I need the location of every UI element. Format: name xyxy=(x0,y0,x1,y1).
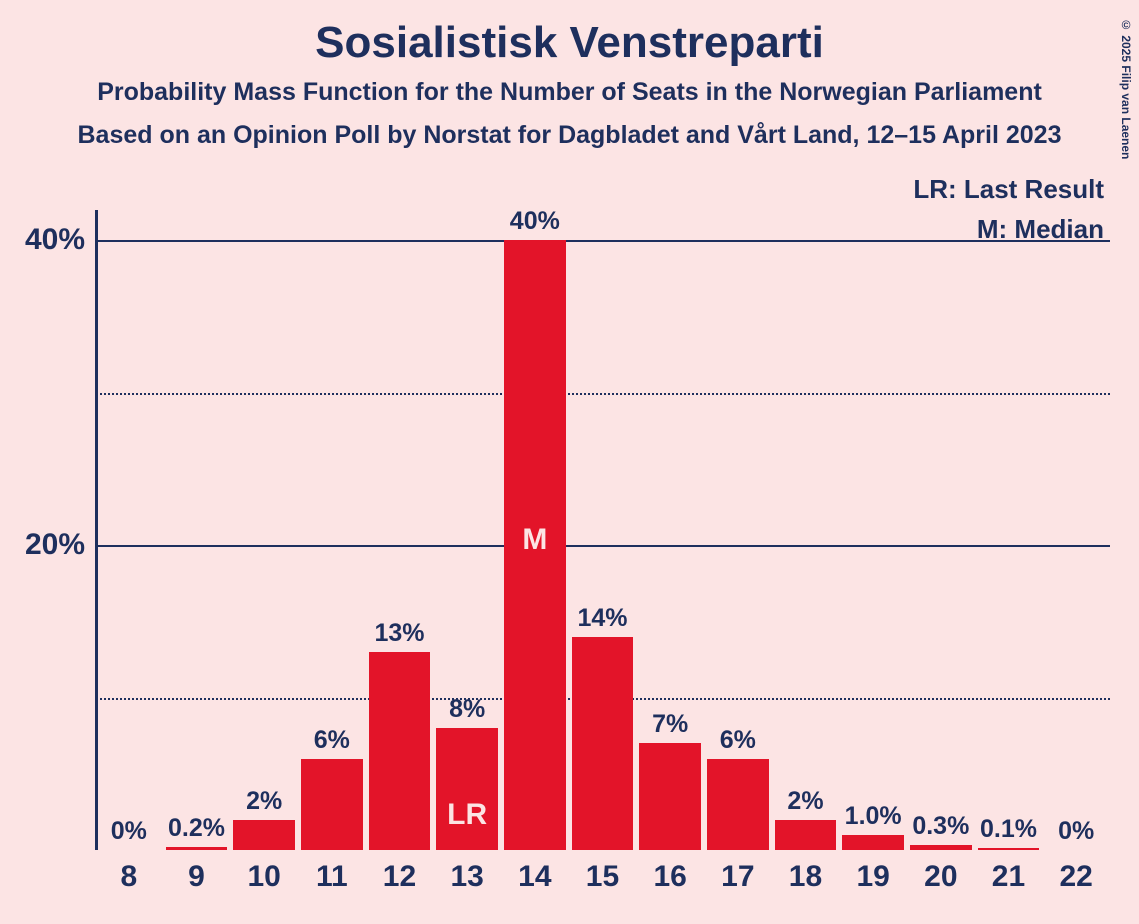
bar-slot: 0%8 xyxy=(95,210,163,850)
x-axis-label: 12 xyxy=(383,860,416,894)
bar-value-label: 0.1% xyxy=(980,815,1037,844)
bar-value-label: 7% xyxy=(652,710,688,739)
bar xyxy=(166,847,228,850)
bar-value-label: 0.3% xyxy=(912,812,969,841)
bar-value-label: 2% xyxy=(787,787,823,816)
bar-slot: 0.2%9 xyxy=(163,210,231,850)
chart-subtitle-2: Based on an Opinion Poll by Norstat for … xyxy=(0,121,1139,150)
chart-title: Sosialistisk Venstreparti xyxy=(0,0,1139,68)
x-axis-label: 21 xyxy=(992,860,1025,894)
bar xyxy=(301,759,363,850)
bar xyxy=(910,845,972,850)
x-axis-label: 8 xyxy=(120,860,137,894)
legend-median: M: Median xyxy=(977,214,1104,245)
x-axis-label: 18 xyxy=(789,860,822,894)
x-axis-label: 20 xyxy=(924,860,957,894)
x-axis-label: 13 xyxy=(450,860,483,894)
x-axis-label: 10 xyxy=(247,860,280,894)
chart-subtitle-1: Probability Mass Function for the Number… xyxy=(0,78,1139,107)
bar xyxy=(978,848,1040,850)
bar xyxy=(842,835,904,850)
bar-slot: 40%M14 xyxy=(501,210,569,850)
bar-slot: 7%16 xyxy=(636,210,704,850)
bar-value-label: 0.2% xyxy=(168,814,225,843)
bar-slot: 8%LR13 xyxy=(433,210,501,850)
x-axis-label: 15 xyxy=(586,860,619,894)
bar-value-label: 2% xyxy=(246,787,282,816)
bar xyxy=(639,743,701,850)
bar-slot: 0%22 xyxy=(1042,210,1110,850)
bar-slot: 0.1%21 xyxy=(975,210,1043,850)
bar-value-label: 6% xyxy=(314,726,350,755)
bar-value-label: 14% xyxy=(577,604,627,633)
bar xyxy=(775,820,837,850)
x-axis-label: 14 xyxy=(518,860,551,894)
bar-value-label: 0% xyxy=(111,817,147,846)
bar-slot: 6%11 xyxy=(298,210,366,850)
y-axis-label: 40% xyxy=(25,223,85,257)
bar-slot: 0.3%20 xyxy=(907,210,975,850)
last-result-marker: LR xyxy=(447,798,487,832)
bar-value-label: 0% xyxy=(1058,817,1094,846)
bar xyxy=(572,637,634,850)
x-axis-label: 9 xyxy=(188,860,205,894)
bar-value-label: 13% xyxy=(374,619,424,648)
bar-slot: 2%10 xyxy=(230,210,298,850)
bar-value-label: 6% xyxy=(720,726,756,755)
copyright-text: © 2025 Filip van Laenen xyxy=(1119,18,1133,159)
bar-slot: 14%15 xyxy=(569,210,637,850)
legend-last-result: LR: Last Result xyxy=(913,174,1104,205)
bar-slot: 13%12 xyxy=(366,210,434,850)
median-marker: M xyxy=(522,523,547,557)
x-axis-label: 17 xyxy=(721,860,754,894)
bar xyxy=(707,759,769,850)
bar-value-label: 1.0% xyxy=(845,802,902,831)
bar-value-label: 8% xyxy=(449,695,485,724)
x-axis-label: 19 xyxy=(856,860,889,894)
bar-slot: 6%17 xyxy=(704,210,772,850)
bar-slot: 1.0%19 xyxy=(839,210,907,850)
bar xyxy=(233,820,295,850)
bar xyxy=(369,652,431,850)
y-axis-label: 20% xyxy=(25,528,85,562)
x-axis-label: 16 xyxy=(653,860,686,894)
plot-area: 20%40% 0%80.2%92%106%1113%128%LR1340%M14… xyxy=(95,210,1110,850)
bar-slot: 2%18 xyxy=(772,210,840,850)
x-axis-label: 11 xyxy=(316,860,348,894)
x-axis-label: 22 xyxy=(1059,860,1092,894)
bars-container: 0%80.2%92%106%1113%128%LR1340%M1414%157%… xyxy=(95,210,1110,850)
bar-value-label: 40% xyxy=(510,207,560,236)
